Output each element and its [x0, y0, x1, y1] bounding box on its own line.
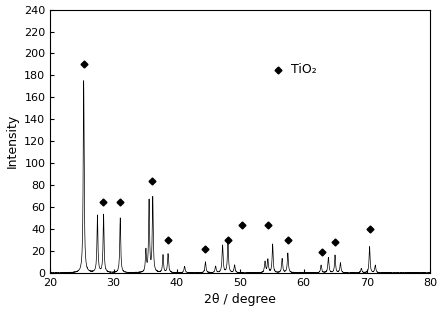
X-axis label: 2θ / degree: 2θ / degree: [204, 294, 276, 306]
Y-axis label: Intensity: Intensity: [6, 114, 19, 168]
Text: TiO₂: TiO₂: [291, 63, 317, 76]
